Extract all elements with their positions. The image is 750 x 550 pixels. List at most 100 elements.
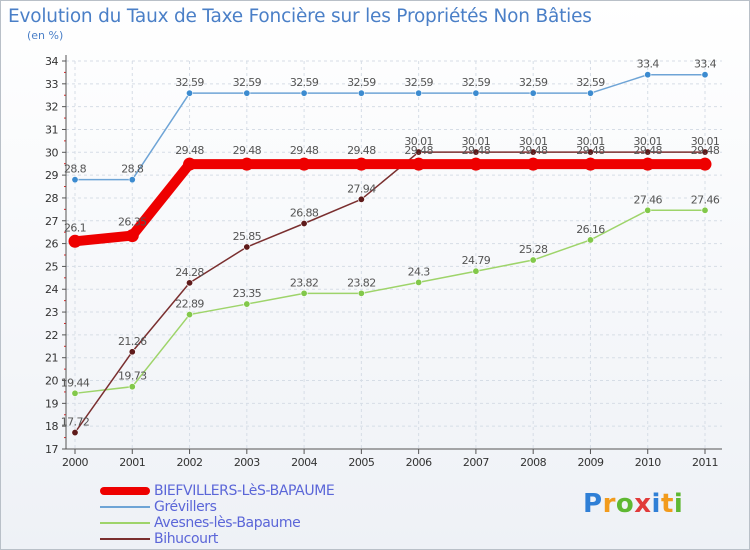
data-label: 27.46 — [633, 193, 662, 206]
data-label: 29.48 — [290, 144, 319, 157]
data-point — [357, 289, 365, 297]
data-label: 26.35 — [118, 216, 147, 229]
data-point — [472, 267, 480, 275]
data-point — [128, 383, 136, 391]
data-point — [412, 157, 426, 171]
data-label: 19.73 — [118, 370, 147, 383]
x-tick-label: 2007 — [463, 456, 489, 469]
data-point — [698, 157, 712, 171]
chart-title: Evolution du Taux de Taxe Foncière sur l… — [8, 6, 592, 27]
data-point — [701, 71, 709, 79]
x-tick-label: 2010 — [635, 456, 661, 469]
data-label: 32.59 — [576, 76, 605, 89]
y-tick-label: 22 — [45, 329, 58, 342]
data-point — [243, 89, 251, 97]
data-point — [71, 176, 79, 184]
data-label: 29.48 — [462, 144, 491, 157]
y-tick-label: 24 — [45, 283, 58, 296]
logo-letter: t — [660, 489, 674, 519]
data-label: 24.28 — [175, 266, 204, 279]
legend-swatch — [100, 506, 150, 508]
data-label: 29.48 — [576, 144, 605, 157]
data-label: 32.59 — [175, 76, 204, 89]
data-point — [469, 157, 483, 171]
data-point — [300, 220, 308, 228]
data-point — [354, 157, 368, 171]
data-point — [186, 311, 194, 319]
proxiti-logo: Proxiti — [583, 489, 683, 519]
x-tick-label: 2002 — [177, 456, 203, 469]
data-label: 30.01 — [519, 135, 548, 148]
data-point — [186, 89, 194, 97]
data-point — [415, 148, 423, 156]
data-point — [186, 279, 194, 287]
y-tick-label: 27 — [45, 215, 58, 228]
x-tick-label: 2009 — [577, 456, 603, 469]
y-tick-label: 29 — [45, 169, 58, 182]
data-point — [472, 89, 480, 97]
logo-letter: i — [651, 489, 661, 519]
data-label: 32.59 — [462, 76, 491, 89]
series-line-0 — [74, 73, 706, 181]
legend-label: Avesnes-lès-Bapaume — [154, 515, 301, 531]
y-tick-label: 30 — [45, 146, 58, 159]
data-label: 25.28 — [519, 243, 548, 256]
data-label: 23.82 — [347, 276, 376, 289]
y-tick-label: 26 — [45, 238, 58, 251]
y-tick-label: 20 — [45, 375, 58, 388]
data-point — [297, 157, 311, 171]
data-point — [529, 89, 537, 97]
data-point — [644, 206, 652, 214]
data-label: 29.48 — [347, 144, 376, 157]
data-label: 30.01 — [576, 135, 605, 148]
legend-label: BIEFVILLERS-LèS-BAPAUME — [154, 483, 335, 499]
data-label: 23.35 — [233, 287, 262, 300]
data-label: 28.8 — [121, 163, 144, 176]
series-line-3 — [70, 159, 710, 247]
x-tick-label: 2004 — [291, 456, 317, 469]
y-tick-label: 31 — [45, 123, 58, 136]
logo-letter: r — [602, 489, 616, 519]
data-label: 26.88 — [290, 207, 319, 220]
data-label: 30.01 — [404, 135, 433, 148]
data-label: 29.48 — [233, 144, 262, 157]
y-tick-label: 28 — [45, 192, 58, 205]
data-point — [701, 206, 709, 214]
data-point — [529, 256, 537, 264]
y-tick-label: 23 — [45, 306, 58, 319]
data-label: 29.48 — [691, 144, 720, 157]
data-label: 28.8 — [64, 163, 87, 176]
y-tick-label: 18 — [45, 420, 58, 433]
data-point — [583, 157, 597, 171]
data-label: 30.01 — [462, 135, 491, 148]
x-tick-label: 2008 — [520, 456, 546, 469]
logo-letter: x — [634, 489, 652, 519]
data-point — [71, 429, 79, 437]
data-point — [125, 229, 139, 243]
chart-subtitle: (en %) — [27, 29, 64, 42]
data-label: 29.48 — [633, 144, 662, 157]
legend-swatch — [100, 487, 150, 495]
data-point — [529, 148, 537, 156]
data-point — [644, 148, 652, 156]
data-label: 33.4 — [694, 58, 717, 71]
series-line-2 — [74, 151, 706, 434]
data-point — [415, 278, 423, 286]
data-label: 29.48 — [404, 144, 433, 157]
x-tick-label: 2001 — [119, 456, 145, 469]
data-point — [586, 236, 594, 244]
logo-letter: o — [615, 489, 635, 519]
data-point — [240, 157, 254, 171]
data-label: 27.94 — [347, 182, 376, 195]
y-tick-label: 19 — [45, 397, 58, 410]
data-point — [68, 234, 82, 248]
data-label: 32.59 — [233, 76, 262, 89]
y-tick-label: 32 — [45, 101, 58, 114]
data-label: 27.46 — [691, 193, 720, 206]
legend-label: Grévillers — [154, 499, 217, 515]
data-point — [586, 148, 594, 156]
data-point — [357, 89, 365, 97]
data-point — [243, 300, 251, 308]
data-label: 17.72 — [61, 416, 90, 429]
data-point — [526, 157, 540, 171]
